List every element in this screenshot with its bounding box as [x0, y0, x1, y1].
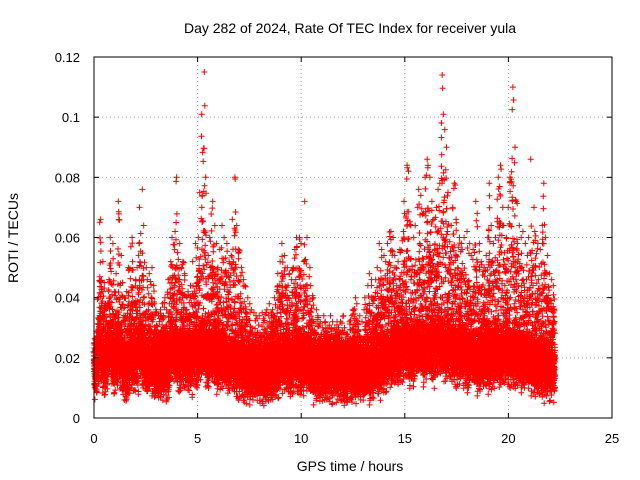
y-axis-label: ROTI / TECUs [5, 193, 21, 283]
x-tick-label: 25 [605, 431, 619, 446]
x-tick-label: 15 [398, 431, 412, 446]
chart-title: Day 282 of 2024, Rate Of TEC Index for r… [184, 20, 516, 36]
y-tick-label: 0.12 [55, 50, 80, 65]
y-tick-label: 0.04 [55, 291, 80, 306]
x-axis-label: GPS time / hours [297, 458, 404, 474]
x-axis-ticks: 0 5 10 15 20 25 [90, 57, 619, 446]
x-tick-label: 20 [501, 431, 515, 446]
roti-points [90, 69, 558, 409]
y-tick-label: 0 [73, 411, 80, 426]
y-tick-label: 0.1 [62, 110, 80, 125]
y-tick-label: 0.08 [55, 170, 80, 185]
y-tick-label: 0.06 [55, 231, 80, 246]
data-points [90, 69, 558, 409]
x-tick-label: 10 [294, 431, 308, 446]
x-tick-label: 0 [90, 431, 97, 446]
y-axis-ticks: 0 0.02 0.04 0.06 0.08 0.1 0.12 [55, 50, 612, 426]
x-tick-label: 5 [194, 431, 201, 446]
y-tick-label: 0.02 [55, 351, 80, 366]
